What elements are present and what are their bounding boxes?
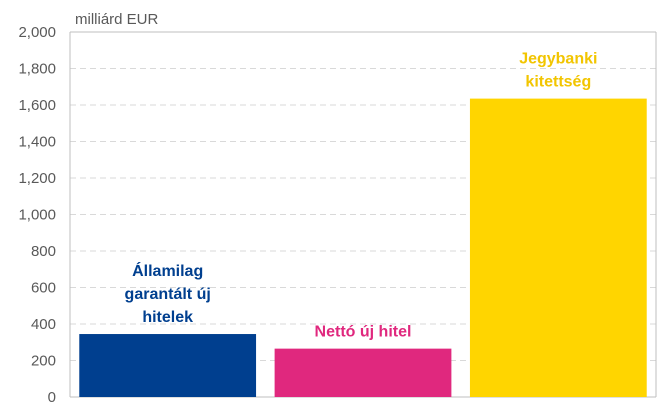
y-tick-label: 800 <box>31 243 56 260</box>
unit-label: milliárd EUR <box>75 11 159 28</box>
bar-labels: Államilag garantált új hitelek Nettó új hit… <box>125 51 598 341</box>
y-tick-label: 0 <box>48 389 56 406</box>
y-tick-labels: 0 200 400 600 800 1,000 1,200 1,400 1,600 1,800 2,… <box>18 24 56 406</box>
bar <box>79 334 257 397</box>
y-tick-label: 400 <box>31 316 56 333</box>
y-tick-label: 1,000 <box>18 207 56 224</box>
bar-category-label: Nettó új hitel <box>315 324 412 341</box>
y-tick-label: 1,400 <box>18 134 56 151</box>
bar-category-label: Államilag garantált új hitelek <box>125 261 211 326</box>
bar-category-label: Jegybanki kitettség <box>519 51 597 91</box>
bar <box>274 348 452 397</box>
y-tick-label: 600 <box>31 280 56 297</box>
y-tick-label: 1,200 <box>18 170 56 187</box>
y-tick-label: 1,800 <box>18 61 56 78</box>
bars <box>79 98 647 398</box>
y-tick-label: 200 <box>31 353 56 370</box>
y-tick-label: 2,000 <box>18 24 56 41</box>
bar <box>469 98 647 398</box>
y-tick-label: 1,600 <box>18 97 56 114</box>
